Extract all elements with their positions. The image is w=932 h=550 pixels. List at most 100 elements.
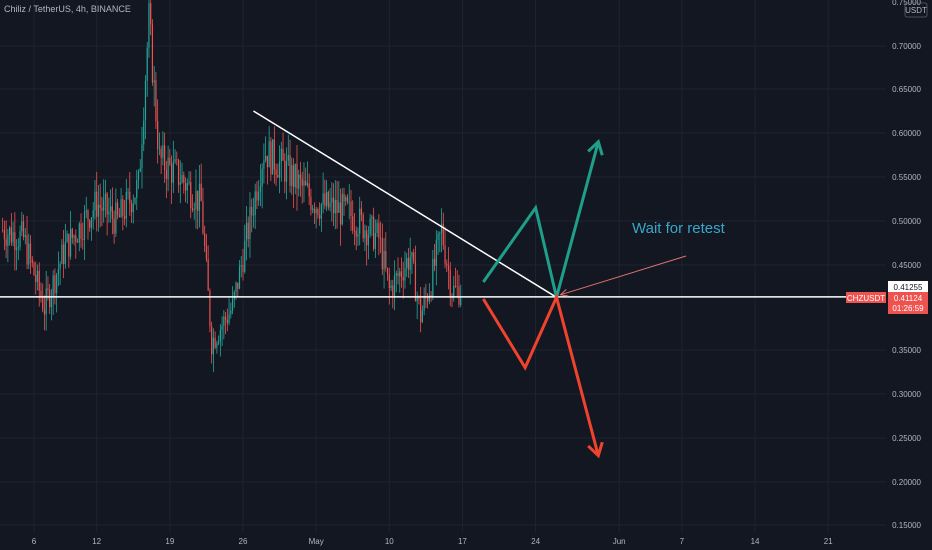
candle-body	[421, 310, 423, 323]
candle-body	[272, 139, 274, 175]
candle-body	[404, 268, 406, 281]
candle-body	[299, 174, 302, 179]
candle-body	[233, 292, 235, 300]
candle-body	[172, 161, 174, 183]
candle-body	[249, 206, 251, 240]
candle-body	[381, 238, 383, 270]
candle-body	[177, 159, 180, 185]
candle-body	[447, 265, 450, 271]
candle-body	[118, 214, 120, 218]
candle-body	[223, 316, 225, 326]
candle-body	[331, 197, 333, 203]
candle-body	[122, 199, 124, 217]
candle-body	[402, 277, 404, 281]
candle-body	[103, 199, 105, 211]
candle-body	[378, 222, 380, 239]
candle-body	[284, 160, 286, 182]
candle-body	[247, 222, 249, 240]
candle-body	[54, 275, 56, 294]
candle-body	[170, 164, 173, 183]
candle-body	[308, 183, 310, 197]
candle-body	[245, 222, 248, 241]
candle-body	[334, 199, 336, 214]
candle-body	[130, 203, 133, 213]
candle-body	[151, 24, 154, 83]
candle-body	[216, 343, 218, 348]
price-labels: USDT 0.41255 CHZUSDT 0.41124 01:26:59	[846, 2, 928, 314]
candle-body	[92, 210, 94, 218]
trendline[interactable]	[253, 110, 557, 298]
y-tick-label: 0.60000	[892, 129, 921, 138]
candle-body	[440, 223, 443, 233]
candle-body	[69, 228, 72, 257]
candle-body	[36, 270, 39, 282]
candle-body	[82, 238, 84, 240]
candle-body	[416, 297, 418, 302]
candle-body	[266, 155, 268, 168]
candle-body	[237, 282, 239, 289]
candle-body	[238, 266, 241, 289]
candle-body	[80, 223, 82, 239]
candle-body	[141, 144, 143, 169]
x-tick-label: 12	[92, 537, 101, 546]
projection-arrowhead	[587, 139, 604, 156]
candle-body	[383, 250, 385, 270]
candle-body	[251, 206, 253, 216]
candle-body	[357, 234, 359, 237]
candle-body	[446, 263, 448, 266]
candle-body	[432, 258, 434, 297]
y-tick-label: 0.55000	[892, 173, 921, 182]
candle-body	[94, 191, 96, 211]
candle-body	[28, 243, 30, 265]
candle-body	[373, 216, 375, 249]
candle-body	[212, 337, 214, 355]
candle-body	[364, 230, 366, 239]
candle-body	[108, 211, 110, 215]
candle-body	[310, 196, 312, 210]
projection-arrowhead	[587, 441, 604, 459]
candle-body	[150, 3, 152, 25]
candle-body	[191, 208, 194, 211]
candle-body	[120, 199, 122, 218]
candle-body	[254, 191, 256, 216]
candle-body	[127, 191, 129, 193]
candle-body	[137, 171, 140, 181]
projection-path-down	[482, 292, 600, 456]
candle-body	[110, 206, 112, 212]
candle-body	[326, 191, 328, 206]
candle-body	[460, 297, 462, 305]
y-tick-label: 0.15000	[892, 521, 921, 530]
candle-body	[209, 290, 211, 327]
candle-body	[306, 183, 309, 186]
candle-body	[144, 80, 147, 121]
candle-body	[143, 120, 145, 145]
currency-label: USDT	[905, 6, 927, 15]
candle-body	[352, 216, 354, 231]
candle-body	[453, 285, 455, 299]
candle-body	[242, 265, 244, 272]
candle-body	[63, 244, 65, 265]
candle-body	[427, 297, 429, 302]
projection-path-up	[482, 141, 600, 298]
y-tick-label: 0.50000	[892, 217, 921, 226]
countdown-label: 01:26:59	[892, 304, 924, 313]
candle-body	[83, 212, 86, 240]
candle-body	[319, 215, 321, 219]
candle-body	[428, 295, 430, 302]
candle-body	[160, 148, 162, 158]
symbol-label: CHZUSDT	[847, 294, 885, 303]
candle-body	[211, 326, 213, 355]
candle-body	[301, 178, 303, 186]
candle-body	[423, 296, 425, 311]
candle-body	[40, 290, 42, 298]
candle-body	[165, 169, 167, 180]
candle-body	[317, 209, 319, 216]
candle-body	[12, 232, 14, 243]
candle-body	[400, 271, 403, 278]
candle-body	[294, 163, 296, 188]
candle-body	[167, 157, 169, 180]
candle-body	[362, 214, 364, 239]
y-tick-label: 0.75000	[892, 0, 921, 7]
pointer-arrowhead	[559, 289, 569, 297]
